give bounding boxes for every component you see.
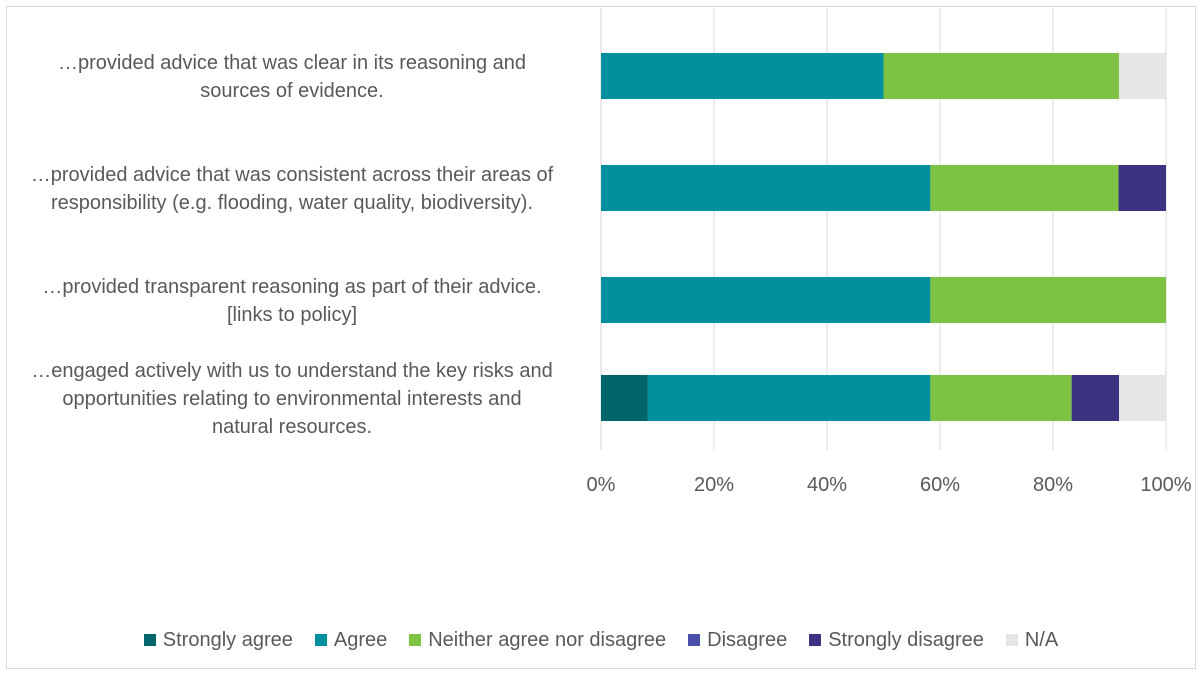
legend-label: Disagree [707, 628, 788, 651]
bar-segment [930, 277, 1166, 323]
x-tick-label: 80% [1033, 474, 1073, 496]
legend-label: Neither agree nor disagree [428, 628, 667, 651]
legend: Strongly agree Agree Neither agree nor dis… [0, 622, 1202, 658]
category-label: …provided transparent reasoning as part … [42, 276, 541, 298]
bar-segment [1071, 375, 1120, 421]
bar-segment [601, 277, 931, 323]
legend-label: Strongly agree [162, 628, 293, 651]
legend-item: Neither agree nor disagree [409, 629, 666, 652]
x-tick-label: 100% [1140, 474, 1191, 496]
legend-item: N/A [1005, 628, 1059, 652]
legend-swatch [143, 634, 156, 646]
legend-item: Agree [314, 628, 388, 652]
x-tick-label: 60% [920, 474, 960, 496]
legend-swatch [809, 634, 822, 646]
category-label: responsibility (e.g. flooding, water qua… [51, 192, 533, 214]
legend-item: Strongly agree [143, 628, 293, 652]
category-label: [links to policy] [227, 304, 357, 326]
category-label: …engaged actively with us to understand … [31, 360, 552, 382]
legend-swatch [409, 634, 422, 646]
x-tick-label: 40% [807, 474, 847, 496]
category-label: opportunities relating to environmental … [62, 388, 521, 410]
category-label: natural resources. [212, 416, 372, 438]
category-label: …provided advice that was clear in its r… [58, 52, 526, 74]
legend-swatch [314, 634, 327, 646]
x-tick-label: 20% [694, 474, 734, 496]
bar-segment [1119, 375, 1166, 421]
legend-label: N/A [1024, 628, 1059, 651]
bar-segment [883, 53, 1120, 99]
legend-swatch [1005, 634, 1018, 646]
bar-segment [601, 165, 931, 211]
category-label: sources of evidence. [200, 80, 383, 102]
bar-segment [601, 53, 884, 99]
bar-segment [601, 375, 648, 421]
category-label: …provided advice that was consistent acr… [31, 164, 554, 186]
legend-label: Agree [333, 628, 388, 651]
bar-segment [1118, 165, 1166, 211]
legend-swatch [688, 634, 701, 646]
bar-segment [930, 165, 1119, 211]
bar-segment [930, 375, 1072, 421]
legend-item: Strongly disagree [809, 629, 984, 652]
legend-label: Strongly disagree [828, 628, 984, 651]
legend-item: Disagree [688, 629, 787, 652]
bar-segment [647, 375, 931, 421]
stacked-bar-chart: 0% 20% 40% 60% 80% 100% …provided advice that … [31, 8, 1192, 496]
bar-segment [1119, 53, 1166, 99]
x-tick-label: 0% [587, 474, 616, 496]
